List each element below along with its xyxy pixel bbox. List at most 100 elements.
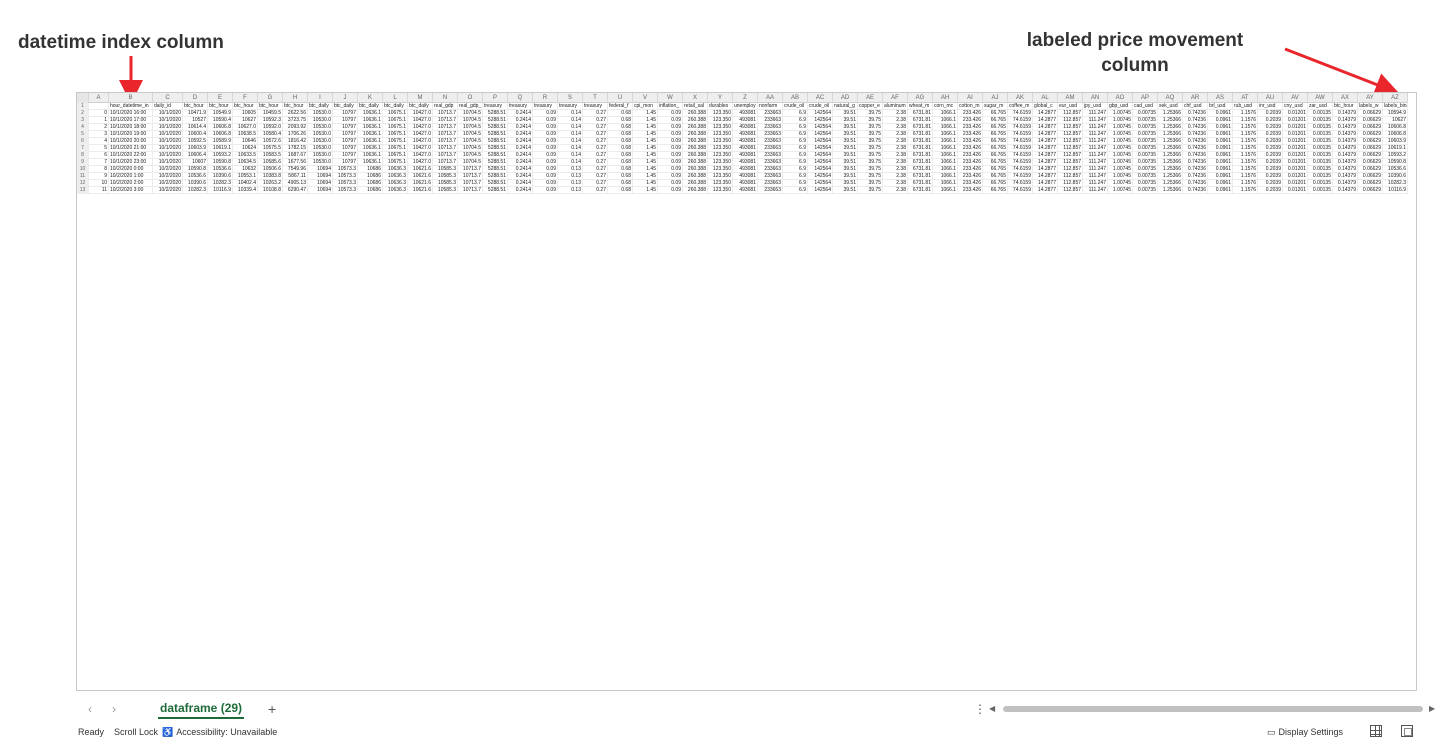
cell[interactable]: 10536.6 bbox=[1383, 166, 1408, 173]
column-header-cell[interactable]: global_c bbox=[1033, 103, 1058, 110]
cell[interactable]: 10530.0 bbox=[308, 117, 333, 124]
cell[interactable]: 0.14379 bbox=[1333, 187, 1358, 194]
cell[interactable]: 5288.51 bbox=[483, 124, 508, 131]
column-letter-header[interactable]: L bbox=[383, 93, 408, 103]
cell[interactable]: 111.247 bbox=[1083, 145, 1108, 152]
cell[interactable]: 39.75 bbox=[858, 138, 883, 145]
cell[interactable]: 1.45 bbox=[633, 159, 658, 166]
cell[interactable]: 0.01201 bbox=[1283, 187, 1308, 194]
cell[interactable]: 0.2039 bbox=[1258, 159, 1283, 166]
cell[interactable]: 111.247 bbox=[1083, 138, 1108, 145]
cell[interactable]: 10636.3 bbox=[383, 166, 408, 173]
cell[interactable]: 0.06629 bbox=[1358, 187, 1383, 194]
cell[interactable]: 10/1/2020 18:00 bbox=[109, 124, 153, 131]
column-header-cell[interactable]: treasury bbox=[583, 103, 608, 110]
column-header-cell[interactable]: btc_hour bbox=[283, 103, 308, 110]
cell[interactable]: 2.38 bbox=[883, 159, 908, 166]
cell[interactable]: 74.6159 bbox=[1008, 166, 1033, 173]
cell[interactable]: 0.09 bbox=[658, 187, 683, 194]
cell[interactable]: 10553.1 bbox=[233, 173, 258, 180]
cell[interactable]: 10627.0 bbox=[233, 124, 258, 131]
cell[interactable]: 10646 bbox=[233, 138, 258, 145]
cell[interactable]: 142564 bbox=[808, 138, 833, 145]
cell[interactable]: 1.00745 bbox=[1108, 138, 1133, 145]
cell[interactable]: 0.14379 bbox=[1333, 145, 1358, 152]
cell[interactable]: 493081 bbox=[733, 124, 758, 131]
cell[interactable]: 10/1/2020 bbox=[153, 138, 183, 145]
cell[interactable]: 1.25366 bbox=[1158, 159, 1183, 166]
cell[interactable]: 10704.5 bbox=[458, 124, 483, 131]
column-header-cell[interactable]: corn_mc bbox=[933, 103, 958, 110]
cell[interactable]: 0.27 bbox=[583, 117, 608, 124]
cell[interactable]: 0.27 bbox=[583, 159, 608, 166]
cell[interactable]: 10/1/2020 23:00 bbox=[109, 159, 153, 166]
cell[interactable]: 0.14 bbox=[558, 124, 583, 131]
cell[interactable]: 14.2877 bbox=[1033, 117, 1058, 124]
cell[interactable]: 10390.6 bbox=[183, 180, 208, 187]
cell[interactable]: 10606.8 bbox=[208, 124, 233, 131]
column-header-cell[interactable]: crude_oil bbox=[808, 103, 833, 110]
cell[interactable]: 1.45 bbox=[633, 110, 658, 117]
column-header-cell[interactable]: cotton_m bbox=[958, 103, 983, 110]
cell[interactable]: 10619.1 bbox=[1383, 145, 1408, 152]
cell[interactable]: 123.350 bbox=[708, 187, 733, 194]
row-number[interactable]: 4 bbox=[77, 124, 89, 131]
column-letter-header[interactable]: E bbox=[208, 93, 233, 103]
cell[interactable]: 260.388 bbox=[683, 159, 708, 166]
cell[interactable]: 10592.5 bbox=[183, 138, 208, 145]
cell[interactable]: 0.06629 bbox=[1358, 131, 1383, 138]
cell[interactable]: 260.388 bbox=[683, 180, 708, 187]
cell[interactable]: 0.09 bbox=[533, 180, 558, 187]
cell[interactable]: 0.00735 bbox=[1133, 173, 1158, 180]
cell[interactable]: 0.0961 bbox=[1208, 131, 1233, 138]
cell[interactable]: 74.6159 bbox=[1008, 180, 1033, 187]
cell[interactable]: 10614.4 bbox=[183, 124, 208, 131]
cell[interactable]: 10590.8 bbox=[183, 166, 208, 173]
cell[interactable]: 260.388 bbox=[683, 173, 708, 180]
column-letter-header[interactable]: AD bbox=[833, 93, 858, 103]
cell[interactable]: 2.38 bbox=[883, 180, 908, 187]
cell[interactable]: 112.857 bbox=[1058, 145, 1083, 152]
cell[interactable]: 2.38 bbox=[883, 173, 908, 180]
cell[interactable]: 10383.8 bbox=[258, 173, 283, 180]
select-all-corner[interactable] bbox=[77, 93, 89, 103]
cell[interactable]: 10713.7 bbox=[433, 145, 458, 152]
cell[interactable]: 0.2039 bbox=[1258, 180, 1283, 187]
cell[interactable]: 0.2039 bbox=[1258, 187, 1283, 194]
column-header-cell[interactable]: btc_hour bbox=[258, 103, 283, 110]
cell[interactable]: 14.2877 bbox=[1033, 173, 1058, 180]
cell[interactable]: 1066.1 bbox=[933, 180, 958, 187]
column-letter-header[interactable]: AZ bbox=[1383, 93, 1408, 103]
cell[interactable]: 493081 bbox=[733, 131, 758, 138]
cell[interactable]: 10636.1 bbox=[358, 152, 383, 159]
cell[interactable]: 10/1/2020 bbox=[153, 110, 183, 117]
cell[interactable]: 66.765 bbox=[983, 187, 1008, 194]
cell[interactable]: 2.38 bbox=[883, 117, 908, 124]
cell[interactable]: 1.1576 bbox=[1233, 131, 1258, 138]
cell[interactable]: 10636.1 bbox=[358, 159, 383, 166]
cell[interactable]: 0.14379 bbox=[1333, 110, 1358, 117]
cell[interactable]: 5288.51 bbox=[483, 173, 508, 180]
cell[interactable]: 0.00135 bbox=[1308, 152, 1333, 159]
cell[interactable]: 142564 bbox=[808, 187, 833, 194]
cell[interactable]: 123.350 bbox=[708, 152, 733, 159]
cell[interactable]: 2.38 bbox=[883, 152, 908, 159]
cell[interactable]: 10116.9 bbox=[208, 187, 233, 194]
cell[interactable]: 10675.1 bbox=[383, 159, 408, 166]
cell[interactable]: 39.51 bbox=[833, 131, 858, 138]
cell[interactable]: 10530.0 bbox=[308, 159, 333, 166]
cell[interactable]: 6.9 bbox=[783, 110, 808, 117]
cell[interactable]: 10427.0 bbox=[408, 110, 433, 117]
cell[interactable]: 6731.81 bbox=[908, 131, 933, 138]
column-header-cell[interactable]: gbp_usd bbox=[1108, 103, 1133, 110]
cell-grid[interactable]: 1 hour_datetime_in daily_id btc_hour btc_hou… bbox=[77, 103, 1408, 194]
cell[interactable]: 5288.51 bbox=[483, 152, 508, 159]
cell[interactable]: 1.00745 bbox=[1108, 117, 1133, 124]
cell[interactable]: 233663 bbox=[758, 173, 783, 180]
column-letter-header[interactable]: AL bbox=[1033, 93, 1058, 103]
cell[interactable]: 10592.0 bbox=[258, 124, 283, 131]
cell[interactable]: 5288.51 bbox=[483, 138, 508, 145]
cell[interactable]: 10704.5 bbox=[458, 145, 483, 152]
cell[interactable]: 10797 bbox=[333, 145, 358, 152]
cell[interactable]: 112.857 bbox=[1058, 159, 1083, 166]
